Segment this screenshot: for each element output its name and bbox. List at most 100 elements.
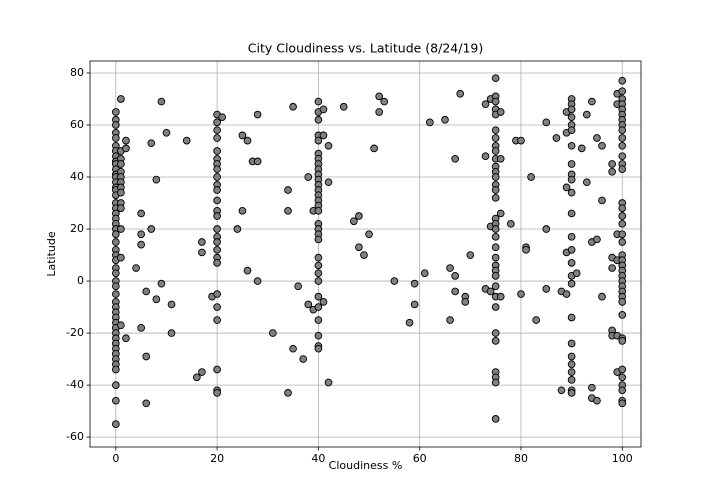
point	[496, 292, 505, 301]
point	[491, 74, 500, 83]
point	[289, 344, 297, 353]
point	[420, 269, 429, 278]
point	[618, 152, 627, 161]
point	[218, 113, 227, 122]
point	[319, 298, 328, 306]
point	[111, 381, 120, 389]
point	[213, 173, 221, 181]
point	[522, 245, 530, 254]
point	[567, 245, 576, 254]
point	[213, 225, 221, 233]
point	[491, 173, 500, 181]
point	[598, 141, 606, 150]
point	[582, 178, 591, 187]
point	[608, 167, 616, 176]
point	[314, 115, 323, 124]
point	[157, 279, 166, 288]
point	[491, 225, 500, 233]
point	[193, 373, 201, 382]
y-axis-label: Latitude	[45, 231, 58, 277]
point	[253, 157, 262, 166]
point	[167, 300, 176, 309]
point	[618, 165, 627, 174]
y-tick-label: 0	[77, 274, 84, 287]
point	[213, 258, 221, 267]
point	[567, 232, 576, 241]
point	[618, 399, 627, 408]
point	[542, 285, 551, 293]
point	[314, 292, 323, 301]
point	[284, 389, 292, 397]
point	[253, 277, 262, 285]
x-tick-label: 0	[112, 452, 119, 465]
point	[572, 269, 581, 278]
point	[542, 118, 551, 127]
point	[213, 212, 221, 220]
point	[213, 316, 221, 324]
point	[618, 204, 627, 213]
point	[588, 383, 596, 392]
point	[314, 316, 323, 324]
point	[451, 287, 459, 296]
point	[567, 313, 576, 322]
point	[618, 212, 627, 220]
point	[355, 212, 363, 220]
point	[567, 368, 576, 376]
y-tick-label: 40	[70, 170, 84, 183]
point	[618, 238, 627, 246]
point	[446, 264, 454, 272]
point	[567, 175, 576, 184]
point	[213, 165, 221, 174]
point	[314, 136, 323, 145]
point	[319, 105, 328, 114]
point	[213, 245, 221, 254]
x-tick-label: 40	[311, 452, 325, 465]
point	[375, 92, 384, 101]
point	[456, 89, 465, 98]
point	[491, 271, 500, 280]
point	[137, 324, 145, 332]
point	[370, 144, 378, 153]
point	[117, 160, 125, 168]
point	[132, 264, 140, 272]
point	[253, 110, 262, 119]
point	[506, 219, 515, 228]
point	[213, 238, 221, 246]
point	[567, 126, 576, 135]
point	[117, 204, 125, 213]
point	[562, 290, 571, 298]
point	[289, 102, 297, 111]
point	[425, 118, 434, 127]
point	[618, 298, 627, 306]
point	[491, 193, 500, 202]
point	[111, 238, 120, 246]
point	[182, 136, 191, 145]
point	[567, 105, 576, 114]
point	[198, 368, 206, 376]
x-tick-label: 20	[210, 452, 224, 465]
point	[486, 287, 495, 296]
point	[365, 230, 373, 239]
point	[137, 240, 145, 249]
y-tick-label: -40	[66, 378, 84, 391]
point	[213, 126, 221, 135]
point	[142, 287, 151, 296]
point	[111, 121, 120, 129]
point	[111, 282, 120, 291]
point	[355, 243, 363, 252]
point	[491, 147, 500, 155]
y-tick-label: 20	[70, 222, 84, 235]
point	[491, 303, 500, 311]
point	[314, 303, 323, 311]
point	[111, 396, 120, 405]
point	[284, 206, 292, 215]
point	[152, 295, 161, 304]
point	[491, 415, 500, 423]
point	[314, 261, 323, 270]
point	[284, 186, 292, 194]
point	[213, 196, 221, 205]
point	[618, 373, 627, 382]
point	[567, 360, 576, 369]
